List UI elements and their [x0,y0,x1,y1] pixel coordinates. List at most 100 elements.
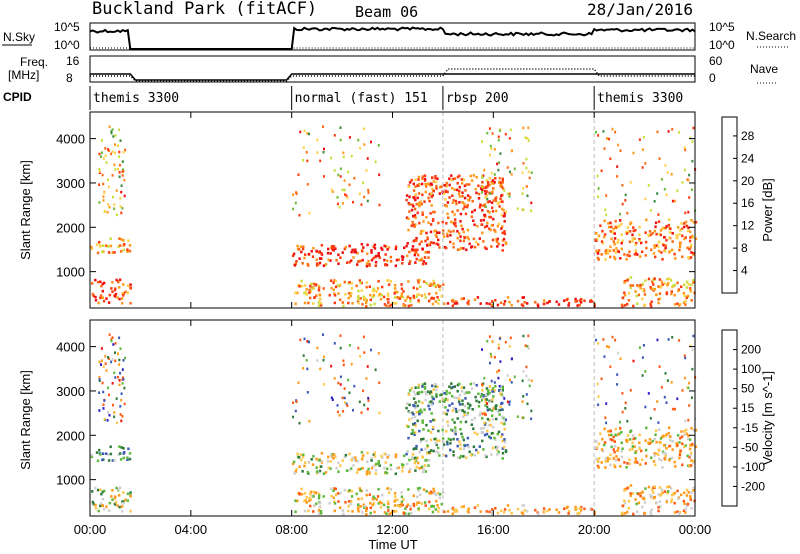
velocity-cell [312,455,315,458]
velocity-cell [413,404,416,408]
power-cell [299,130,302,134]
velocity-cell [342,410,345,413]
power-cell [389,255,393,259]
velocity-cell [110,339,113,343]
velocity-cell [503,419,506,423]
power-cell [414,250,417,254]
power-cell [480,223,483,226]
velocity-cell [463,444,467,448]
power-cell [414,178,417,181]
velocity-cell [365,472,369,476]
power-cell [653,246,656,249]
power-cell [120,238,123,241]
velocity-cell [365,509,368,512]
velocity-cell [129,509,132,513]
power-cell [402,304,406,307]
power-cell [614,130,617,134]
velocity-cell [607,430,610,433]
velocity-cell [371,503,375,507]
velocity-cell [369,511,372,515]
power-cell [379,297,383,301]
power-cell [478,206,482,209]
colorbar-tick-label: 28 [741,129,755,143]
power-cell [432,180,435,183]
noise-search-trace [90,47,695,50]
velocity-cell [608,345,610,349]
power-cell [311,255,315,258]
velocity-cell [500,435,503,438]
power-cell [596,174,599,178]
power-cell [421,213,424,216]
velocity-cell [425,439,428,443]
power-cell [432,210,435,214]
velocity-cell [656,338,659,342]
power-cell [436,231,439,234]
power-cell [678,131,681,134]
power-cell [625,232,629,235]
velocity-cell [105,369,108,372]
power-cell [91,292,95,296]
power-cell [446,212,449,216]
power-cell [659,297,662,300]
power-cell [118,175,121,179]
velocity-cell [626,510,629,514]
power-cell [521,192,524,195]
power-cell [104,147,107,150]
power-cell [412,223,415,227]
power-cell [643,293,647,296]
velocity-cell [117,352,119,356]
power-cell [688,173,691,177]
velocity-cell [524,344,527,347]
site-title: Buckland Park (fitACF) [92,0,317,19]
velocity-cell [329,460,332,463]
velocity-cell [107,386,109,390]
velocity-cell [452,508,455,511]
velocity-cell [446,510,450,513]
power-cell [628,254,631,258]
power-cell [372,294,376,297]
power-cell [498,181,500,184]
power-cell [620,303,624,307]
velocity-cell [689,498,692,501]
power-cell [445,204,448,208]
power-cell [688,247,691,251]
velocity-cell [126,499,129,502]
power-cell [377,144,380,147]
velocity-cell [440,502,443,506]
power-cell [322,125,324,128]
noise-panel-frame [89,22,696,51]
velocity-cell [659,441,663,445]
velocity-cell [113,503,117,506]
velocity-cell [394,498,397,502]
power-cell [299,245,303,249]
power-cell [612,240,615,243]
velocity-cell [428,450,431,454]
power-cell [100,139,103,142]
velocity-cell [470,423,473,426]
power-cell [626,302,629,306]
velocity-cell [299,338,302,342]
velocity-cell [430,403,433,407]
velocity-cell [322,333,324,336]
velocity-cell [660,459,663,462]
power-cell [436,295,439,299]
power-cell [685,224,689,228]
velocity-cell [366,407,369,411]
velocity-cell [434,441,437,445]
velocity-cell [98,448,101,452]
power-cell [671,284,675,288]
power-cell [607,222,610,225]
velocity-cell [98,409,101,412]
velocity-cell [644,462,647,465]
power-cell [466,194,470,197]
power-cell [627,291,631,295]
power-cell [101,244,105,247]
velocity-cell [342,512,345,516]
power-cell [114,134,117,137]
velocity-cell [309,492,312,496]
velocity-cell [623,512,627,515]
power-cell [676,189,679,193]
velocity-cell [635,502,638,506]
power-cell [383,258,386,262]
velocity-cell [649,512,653,516]
